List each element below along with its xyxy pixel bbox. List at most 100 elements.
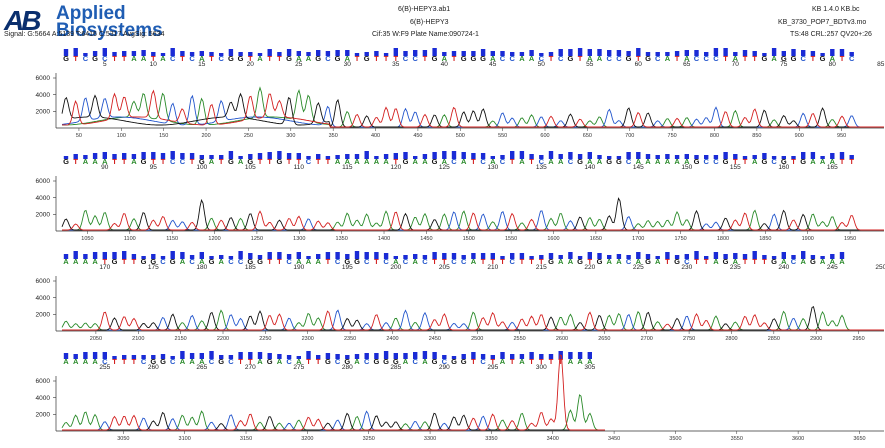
trace-line-T — [62, 210, 884, 231]
base-position-label: 175 — [148, 264, 159, 271]
base-call-letter: T — [132, 357, 137, 366]
base-call-letter: T — [267, 157, 272, 166]
base-position-label: 85 — [877, 61, 885, 68]
quality-bar — [801, 152, 806, 159]
base-call-letter: A — [655, 157, 661, 166]
quality-bar — [636, 152, 641, 159]
quality-bar — [442, 52, 447, 56]
base-call-letter: T — [209, 54, 214, 63]
quality-bar — [257, 153, 263, 159]
base-call-letter: A — [820, 257, 826, 266]
quality-bar — [199, 155, 204, 159]
base-call-letter: T — [510, 357, 515, 366]
quality-bar — [180, 51, 185, 56]
quality-bar — [645, 254, 651, 259]
base-position-label: 105 — [245, 164, 256, 171]
base-call-letter: T — [675, 54, 680, 63]
base-call-letter: T — [471, 357, 476, 366]
quality-bar — [781, 51, 786, 56]
base-call-letter: A — [830, 257, 836, 266]
quality-bar — [335, 50, 340, 56]
quality-bar — [723, 48, 728, 56]
quality-bar — [451, 253, 457, 259]
quality-bar — [500, 155, 505, 159]
base-call-letter: C — [364, 257, 370, 266]
base-call-letter: A — [412, 157, 418, 166]
quality-bar — [131, 254, 137, 259]
quality-bar — [248, 154, 253, 159]
quality-bar — [674, 155, 680, 159]
quality-bar — [170, 251, 175, 259]
scan-tick-label: 2900 — [810, 336, 822, 342]
scan-tick-label: 2950 — [852, 336, 864, 342]
base-call-letter: C — [791, 257, 797, 266]
quality-bar — [257, 352, 263, 359]
quality-bar — [393, 48, 398, 56]
base-call-letter: C — [606, 54, 612, 63]
y-tick-label: 4000 — [36, 295, 51, 302]
base-position-label: 5 — [103, 61, 107, 68]
base-position-label: 125 — [439, 164, 450, 171]
scan-tick-label: 1800 — [717, 236, 729, 242]
quality-bar — [820, 156, 825, 159]
base-position-label: 205 — [439, 264, 450, 271]
quality-bar — [316, 50, 321, 56]
base-position-label: 285 — [390, 364, 401, 371]
quality-bar — [73, 154, 78, 159]
base-position-label: 10 — [150, 61, 158, 68]
quality-bar — [451, 51, 457, 56]
base-call-letter: G — [247, 157, 253, 166]
quality-bar — [413, 254, 418, 259]
quality-bar — [170, 48, 175, 56]
quality-bar — [771, 48, 777, 56]
base-call-letter: A — [519, 157, 525, 166]
base-call-letter: T — [442, 257, 447, 266]
base-call-letter: T — [432, 257, 437, 266]
base-call-letter: A — [345, 54, 351, 63]
quality-bar — [742, 254, 748, 259]
base-call-letter: G — [771, 257, 777, 266]
base-call-letter: G — [238, 54, 244, 63]
base-call-letter: G — [432, 157, 438, 166]
base-call-letter: C — [218, 54, 224, 63]
base-position-label: 145 — [633, 164, 644, 171]
scan-tick-label: 1100 — [124, 236, 136, 242]
quality-bar — [733, 154, 738, 159]
quality-bar — [607, 50, 612, 56]
scan-tick-label: 200 — [201, 133, 210, 139]
base-call-letter: C — [713, 157, 719, 166]
base-call-letter: A — [733, 257, 739, 266]
quality-bar — [267, 152, 272, 159]
scan-tick-label: 400 — [371, 133, 380, 139]
base-call-letter: G — [393, 357, 399, 366]
quality-bar — [490, 51, 495, 56]
scan-tick-label: 2350 — [344, 336, 356, 342]
quality-bar — [364, 52, 369, 56]
base-position-label: 215 — [536, 264, 547, 271]
base-call-letter: T — [161, 157, 166, 166]
quality-bar — [122, 251, 127, 259]
base-call-letter: T — [326, 157, 331, 166]
base-position-label: 265 — [196, 364, 207, 371]
quality-bar — [238, 251, 243, 259]
trace-line-T — [62, 354, 605, 431]
base-position-label: 140 — [584, 164, 595, 171]
quality-bar — [92, 153, 98, 159]
quality-bar — [267, 252, 272, 259]
base-call-letter: T — [520, 257, 525, 266]
base-call-letter: C — [771, 157, 777, 166]
quality-bar — [228, 49, 234, 56]
scan-tick-label: 3150 — [240, 436, 252, 442]
base-call-letter: A — [587, 357, 593, 366]
base-call-letter: A — [257, 54, 263, 63]
base-position-label: 20 — [247, 61, 255, 68]
quality-bar — [655, 256, 660, 259]
quality-bar — [160, 53, 166, 56]
base-call-letter: C — [325, 54, 331, 63]
base-position-label: 130 — [487, 164, 498, 171]
scan-tick-label: 2800 — [725, 336, 737, 342]
base-position-label: 65 — [683, 61, 691, 68]
quality-bar — [141, 50, 146, 56]
